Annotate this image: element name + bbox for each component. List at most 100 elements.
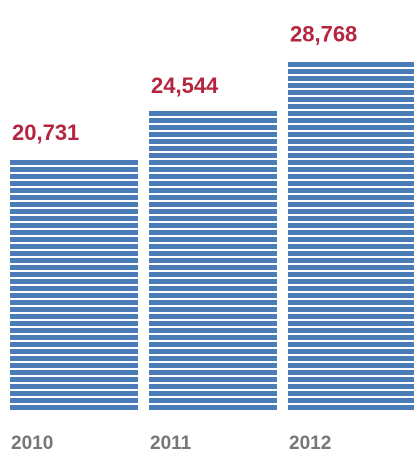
bar-stripe	[149, 258, 277, 263]
bar-stripe	[288, 384, 414, 389]
bar-stripe	[10, 195, 138, 200]
bar-stripe	[288, 391, 414, 396]
bar-stripe	[288, 160, 414, 165]
bar-stripe	[149, 342, 277, 347]
bar-stripe	[10, 286, 138, 291]
bar-stripe	[10, 321, 138, 326]
bar-stripe	[10, 258, 138, 263]
bar-stripe	[149, 174, 277, 179]
bar-stripe	[288, 104, 414, 109]
bar-stripe	[288, 76, 414, 81]
bar-stripe	[10, 307, 138, 312]
bar-stripe	[10, 300, 138, 305]
bar-stripe	[288, 398, 414, 403]
bar-stripe	[288, 188, 414, 193]
bar-stripe	[149, 244, 277, 249]
bar-stripe	[288, 237, 414, 242]
bar-stripe	[10, 251, 138, 256]
bar-stripe	[10, 328, 138, 333]
bar-stripe	[288, 69, 414, 74]
bar-stripe	[149, 111, 277, 116]
bar-stripe	[149, 384, 277, 389]
bar-stripe	[288, 174, 414, 179]
bar-stripe	[149, 286, 277, 291]
bar-stripe	[149, 181, 277, 186]
bar-stripe	[288, 363, 414, 368]
bar-stripe	[288, 132, 414, 137]
bar-stripe	[10, 230, 138, 235]
bar-stripe	[288, 377, 414, 382]
bar-stripe	[288, 293, 414, 298]
bar-stripe	[288, 356, 414, 361]
bar-stripe	[10, 216, 138, 221]
bar-stripe	[288, 335, 414, 340]
bar-stripe	[149, 377, 277, 382]
bar-stripe	[149, 349, 277, 354]
bar-stripe	[288, 223, 414, 228]
bar-stripe	[10, 398, 138, 403]
bar-stripe	[10, 244, 138, 249]
bar-stripe	[10, 279, 138, 284]
bar-stripe	[149, 314, 277, 319]
bar-stripe	[288, 342, 414, 347]
bar-stripe	[149, 405, 277, 410]
bar-stripe	[149, 265, 277, 270]
bar-stripe	[149, 132, 277, 137]
value-label-2012: 28,768	[290, 21, 357, 46]
bar-stripe	[149, 125, 277, 130]
bar-stripe	[288, 83, 414, 88]
category-label-2011: 2011	[150, 433, 192, 452]
value-label-2011: 24,544	[151, 73, 219, 98]
bar-stripe	[149, 293, 277, 298]
bar-stripe	[288, 405, 414, 410]
bar-stripe	[288, 97, 414, 102]
bar-stripe	[288, 349, 414, 354]
bar-stripe	[149, 195, 277, 200]
bar-stripe	[288, 370, 414, 375]
bar-stripe	[10, 209, 138, 214]
bar-stripe	[288, 230, 414, 235]
bar-stripe	[149, 167, 277, 172]
bar-stripe	[149, 356, 277, 361]
bar-stripe	[288, 90, 414, 95]
bar-stripe	[10, 272, 138, 277]
bar-stripe	[10, 356, 138, 361]
bar-stripe	[10, 335, 138, 340]
bar-stripe	[149, 230, 277, 235]
bar-stripe	[149, 363, 277, 368]
bar-stripe	[149, 153, 277, 158]
bar-stripe	[10, 314, 138, 319]
bar-stripe	[10, 384, 138, 389]
bar-stripe	[288, 286, 414, 291]
bar-stripe	[10, 349, 138, 354]
bar-stripe	[288, 258, 414, 263]
bar-stripe	[149, 251, 277, 256]
bar-stripe	[149, 328, 277, 333]
bar-stripe	[288, 111, 414, 116]
bar-stripe	[288, 167, 414, 172]
bar-stripe	[149, 272, 277, 277]
bar-stripe	[10, 363, 138, 368]
bar-stripe	[149, 237, 277, 242]
bar-stripe	[10, 377, 138, 382]
bar-stripe	[149, 146, 277, 151]
bar-stripe	[149, 300, 277, 305]
bar-stripe	[149, 279, 277, 284]
bar-stripe	[288, 195, 414, 200]
bar-stripe	[288, 321, 414, 326]
bar-stripe	[10, 188, 138, 193]
bar-stripe	[288, 139, 414, 144]
bar-stripe	[288, 209, 414, 214]
bar-stripe	[288, 279, 414, 284]
bar-stripe	[149, 398, 277, 403]
bar-2012	[288, 62, 414, 410]
bar-stripe	[10, 342, 138, 347]
bar-stripe	[10, 391, 138, 396]
bar-stripe	[288, 244, 414, 249]
bar-stripe	[10, 265, 138, 270]
bar-stripe	[288, 251, 414, 256]
bar-stripe	[10, 160, 138, 165]
bar-stripe	[149, 335, 277, 340]
